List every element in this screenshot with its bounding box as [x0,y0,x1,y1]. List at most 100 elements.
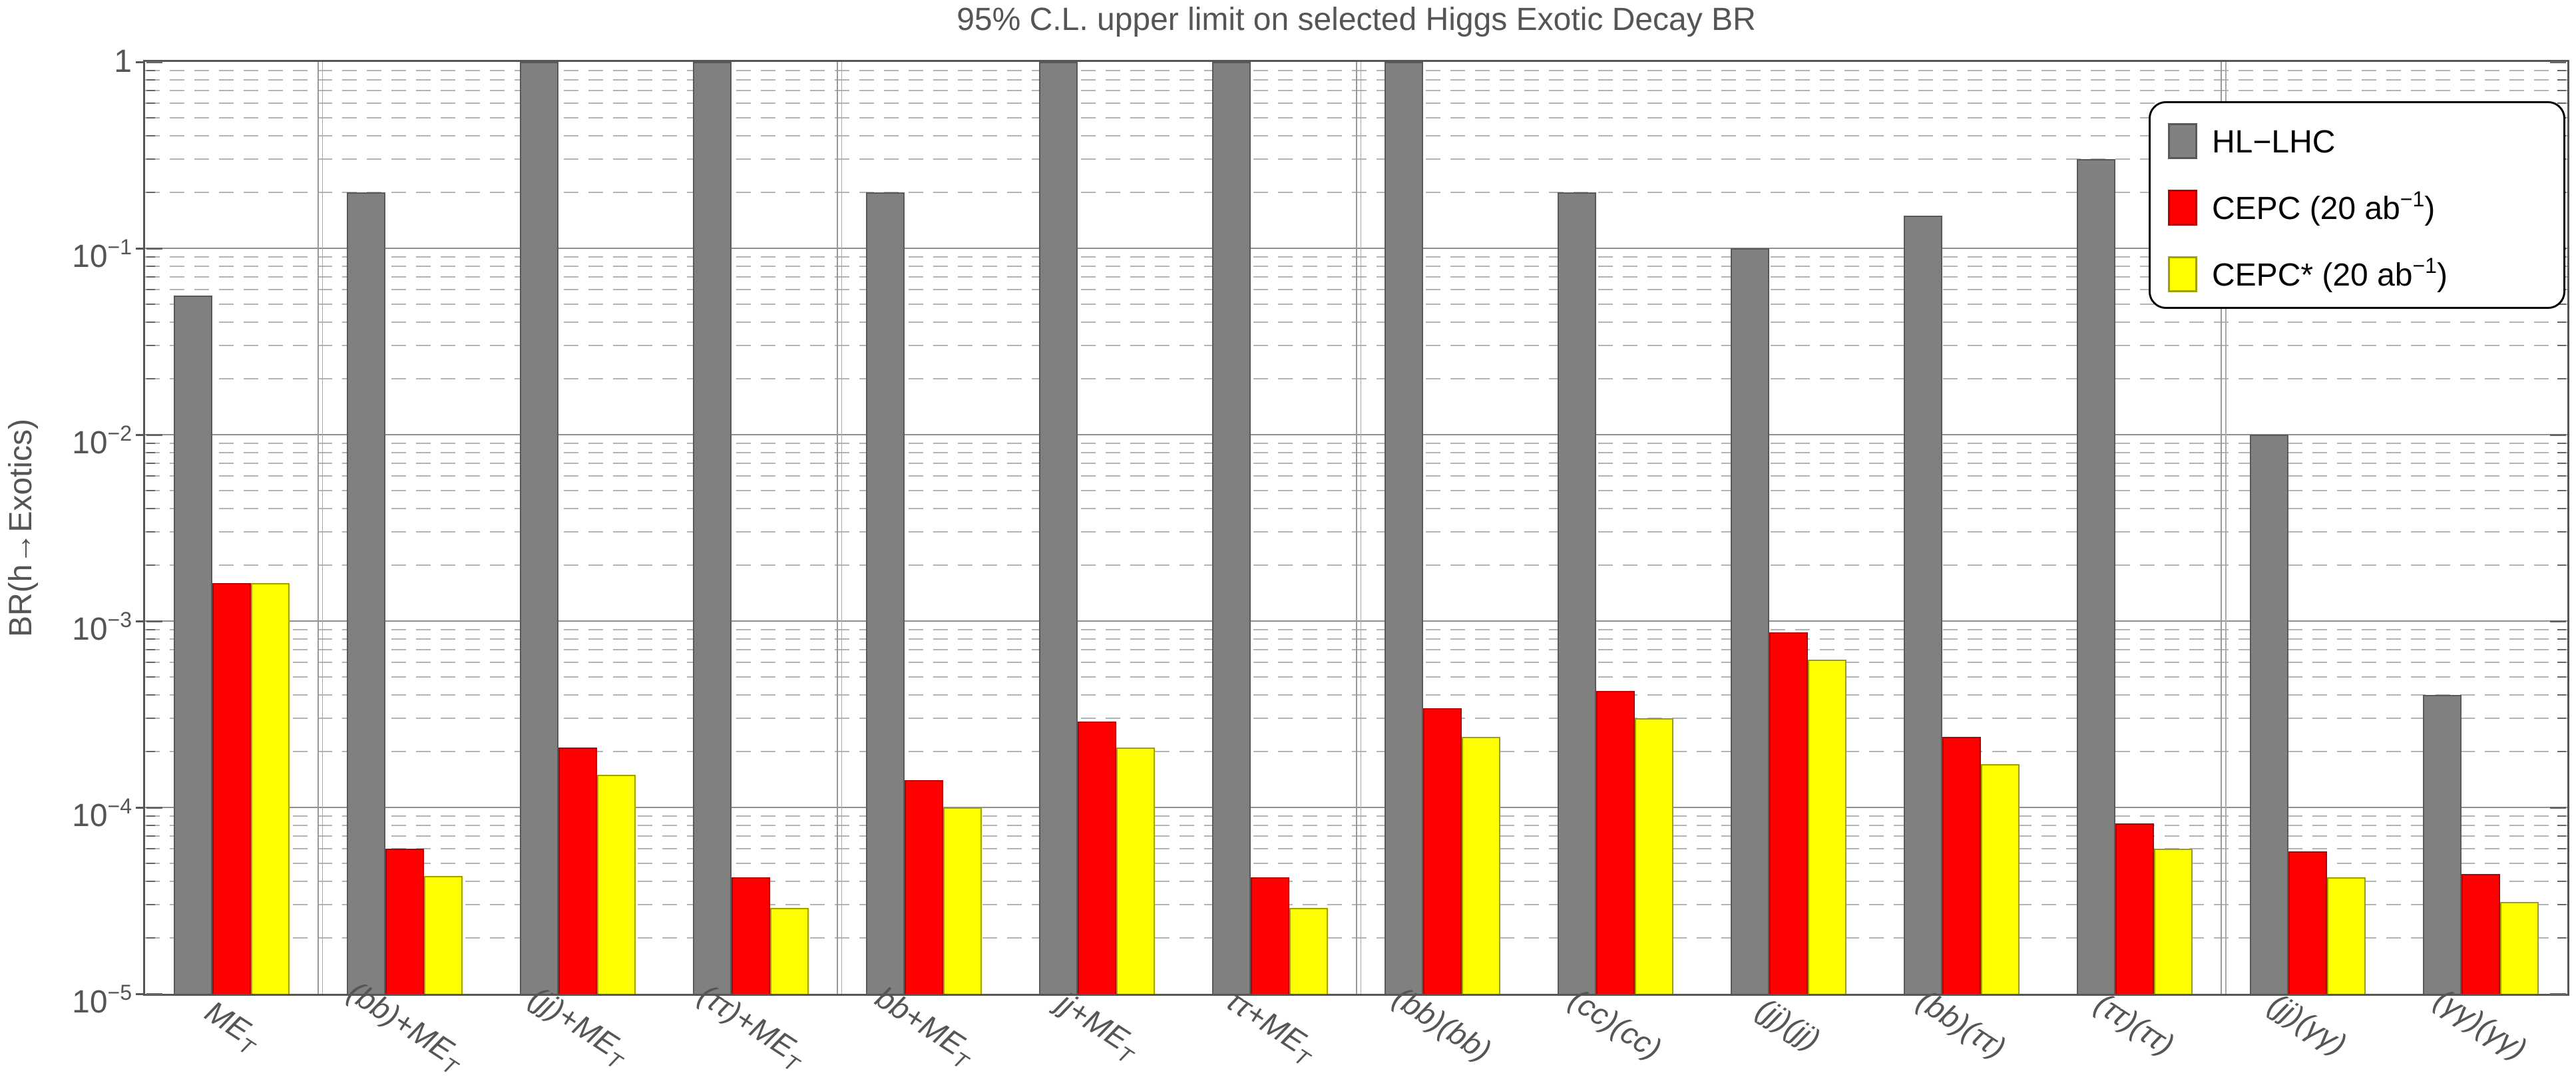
bar-series1-cat0 [212,582,251,994]
major-tick-left [146,247,162,250]
major-tick-left [146,61,162,63]
major-tick-right [2550,620,2566,622]
y-tick-label: 10−1 [72,235,132,274]
minor-tick-right [2557,848,2566,850]
minor-tick-left [146,463,155,465]
y-tick-label: 10−2 [72,421,132,461]
bar-series2-cat13 [2500,902,2539,994]
minor-tick-right [2557,452,2566,454]
minor-tick-right [2557,79,2566,81]
section-separator [2221,62,2223,994]
bar-series1-cat1 [385,849,424,994]
minor-tick-right [2557,676,2566,678]
legend-label: CEPC* (20 ab−1) [2212,254,2448,293]
minor-tick-right [2557,863,2566,865]
minor-tick-right [2557,345,2566,347]
minor-tick-right [2557,815,2566,817]
major-tick-left [146,433,162,436]
minor-tick-left [146,256,155,258]
bar-series2-cat8 [1635,718,1674,994]
section-separator [1355,62,1357,994]
minor-tick-left [146,750,155,752]
minor-tick-right [2557,490,2566,492]
minor-tick-left [146,475,155,477]
minor-tick-left [146,266,155,268]
bar-series1-cat6 [1250,877,1289,994]
minor-tick-right [2557,662,2566,664]
minor-tick-right [2557,69,2566,71]
minor-tick-right [2557,442,2566,444]
minor-tick-right [2557,508,2566,510]
minor-tick-left [146,815,155,817]
minor-tick-left [146,276,155,278]
minor-tick-left [146,304,155,306]
bar-series2-cat5 [1116,747,1155,994]
major-tick-left [146,992,162,995]
x-tick-label: jj+MET [1050,984,1137,1069]
minor-tick-right [2557,881,2566,883]
minor-tick-left [146,322,155,324]
minor-tick-left [146,490,155,492]
minor-tick-left [146,377,155,379]
minor-tick-left [146,881,155,883]
bar-series2-cat6 [1289,907,1328,994]
major-tick-right [2550,992,2566,995]
minor-tick-right [2557,90,2566,92]
legend-label: HL−LHC [2212,124,2336,160]
bar-series1-cat7 [1423,708,1462,994]
major-tick-right [2550,61,2566,63]
major-tick-stub [136,992,144,995]
bar-series1-cat12 [2288,851,2328,994]
minor-tick-left [146,191,155,193]
bar-series2-cat11 [2154,849,2193,994]
y-tick-label: 1 [114,44,132,79]
y-tick-label: 10−5 [72,980,132,1020]
minor-tick-left [146,638,155,640]
major-tick-stub [136,806,144,809]
major-tick-stub [136,61,144,63]
bar-series1-cat3 [731,877,770,994]
major-tick-stub [136,433,144,436]
legend-box: HL−LHC CEPC (20 ab−1) CEPC* (20 ab−1) [2149,101,2565,309]
minor-tick-left [146,904,155,906]
minor-tick-left [146,289,155,291]
minor-tick-left [146,848,155,850]
bar-series0-cat10 [1904,215,1943,994]
minor-tick-left [146,103,155,105]
bar-series1-cat9 [1769,632,1809,994]
bar-series1-cat4 [904,780,943,994]
legend-label: CEPC (20 ab−1) [2212,187,2436,226]
minor-tick-left [146,90,155,92]
x-tick-label: MET [199,993,259,1060]
minor-tick-left [146,452,155,454]
bar-series0-cat4 [865,192,905,994]
minor-tick-left [146,79,155,81]
minor-tick-left [146,158,155,160]
y-tick-label: 10−3 [72,608,132,647]
cepc-star-swatch [2168,256,2197,292]
minor-tick-left [146,863,155,865]
minor-tick-right [2557,475,2566,477]
minor-tick-left [146,825,155,827]
bar-series0-cat8 [1558,192,1597,994]
bar-series2-cat3 [769,907,809,994]
bar-series2-cat4 [943,807,982,994]
y-tick-label: 10−4 [72,794,132,833]
bar-series2-cat1 [423,875,463,994]
minor-tick-left [146,508,155,510]
x-tick-label: ττ+MET [1219,982,1314,1071]
x-tick-label: (jj)(jj) [1751,990,1827,1057]
bar-series1-cat11 [2115,823,2155,994]
minor-tick-right [2557,835,2566,837]
bar-series2-cat10 [1981,764,2020,994]
minor-tick-right [2557,531,2566,533]
minor-tick-left [146,135,155,137]
bar-series1-cat8 [1596,691,1635,994]
bar-series2-cat7 [1462,736,1501,994]
minor-tick-right [2557,718,2566,720]
legend-entry-cepc-star: CEPC* (20 ab−1) [2151,254,2563,295]
bar-series1-cat2 [558,747,597,994]
minor-tick-right [2557,638,2566,640]
minor-tick-right [2557,694,2566,696]
minor-tick-left [146,676,155,678]
